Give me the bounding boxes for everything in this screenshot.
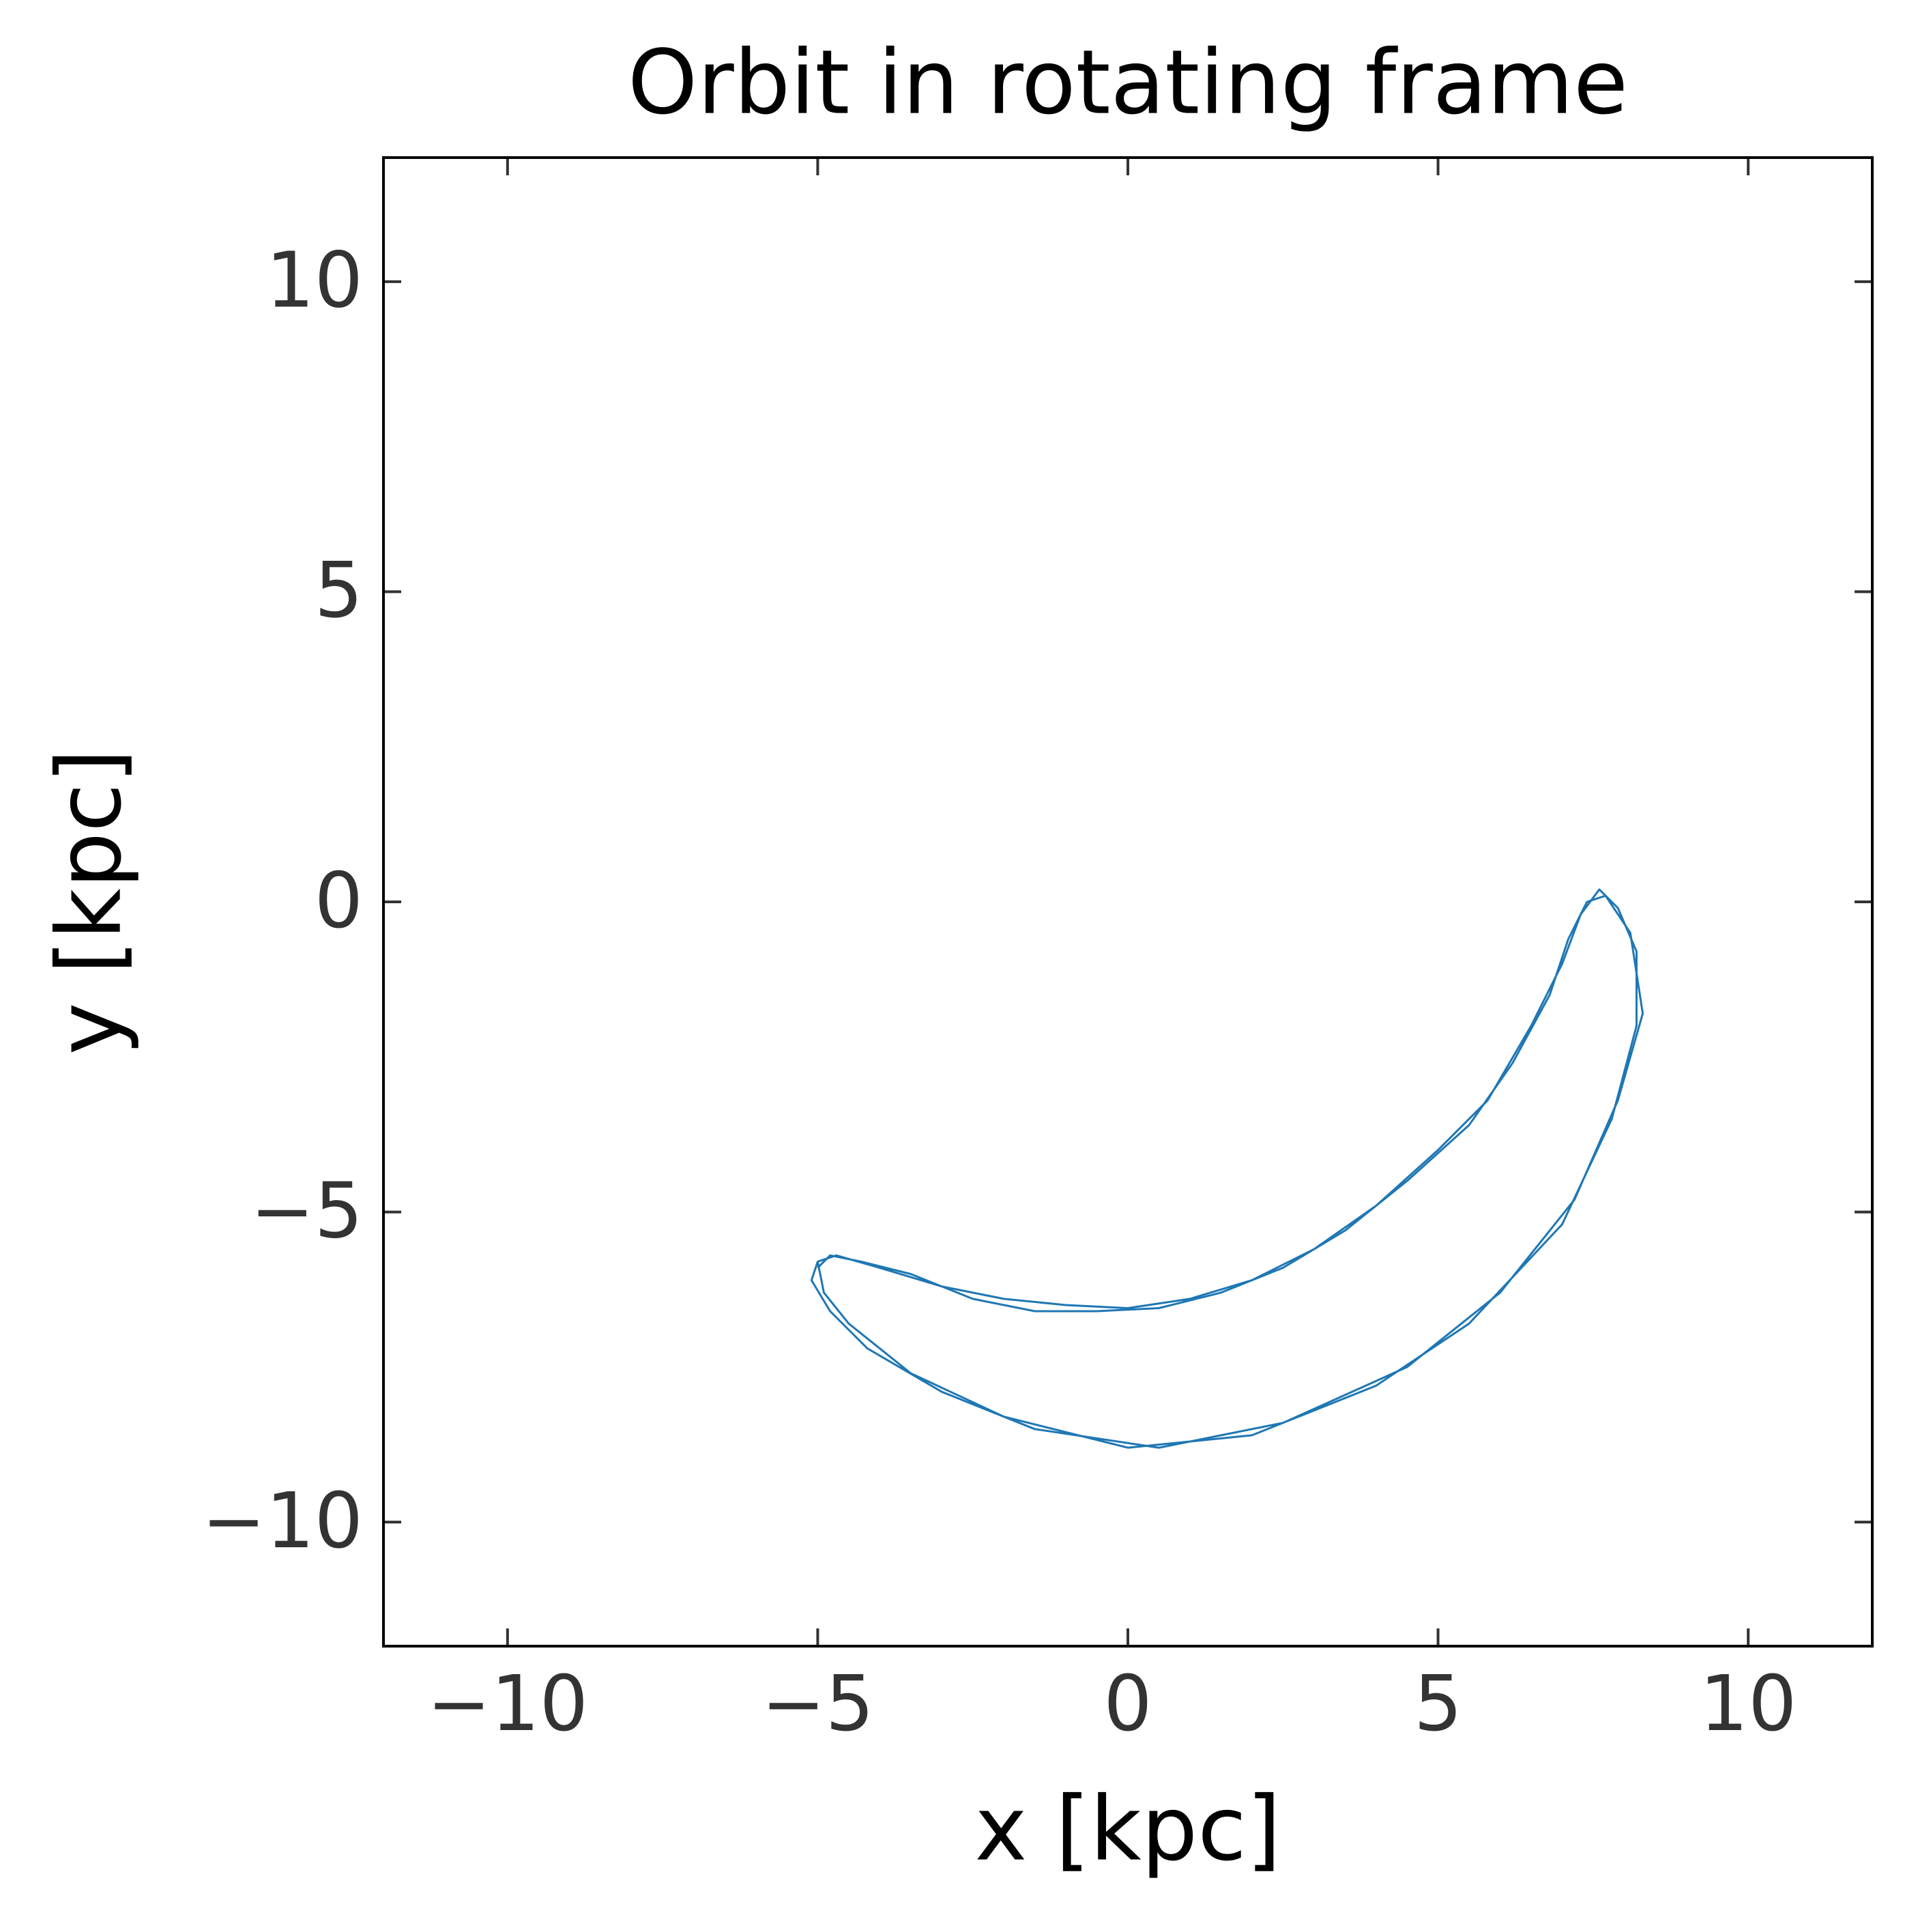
plot-frame xyxy=(382,156,1874,1648)
x-tick-label: 0 xyxy=(1103,1660,1152,1748)
chart-title: Orbit in rotating frame xyxy=(628,31,1628,134)
x-tick-label: 10 xyxy=(1700,1660,1797,1748)
x-tick-label: 5 xyxy=(1414,1660,1462,1748)
y-tick-label: −5 xyxy=(250,1167,363,1255)
y-tick-label: 5 xyxy=(315,546,363,635)
x-tick-label: −5 xyxy=(761,1660,874,1748)
x-tick-label: −10 xyxy=(427,1660,588,1748)
y-tick-label: 0 xyxy=(315,857,363,946)
x-axis-label: x [kpc] xyxy=(975,1777,1281,1881)
y-axis-label: y [kpc] xyxy=(38,749,141,1055)
y-tick-label: −10 xyxy=(202,1477,363,1566)
orbit-line xyxy=(810,888,1644,1449)
y-tick-label: 10 xyxy=(265,237,363,325)
